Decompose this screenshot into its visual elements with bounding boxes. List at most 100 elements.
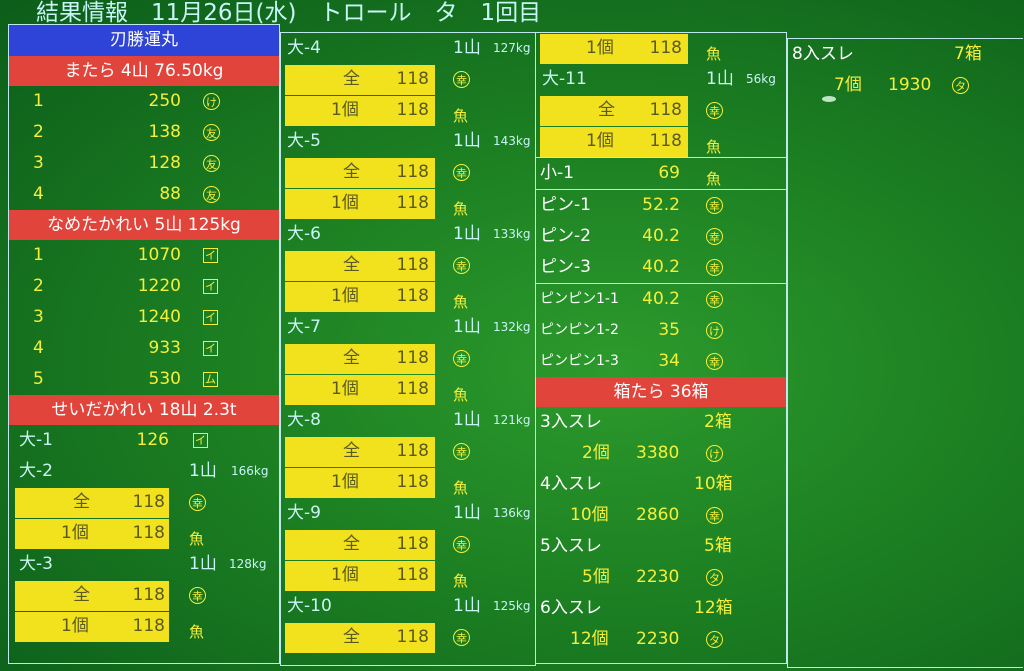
buyer-mark-icon: イ (203, 310, 218, 325)
lot-yama: 1山 (453, 224, 481, 244)
list-item: 全 118 幸 (281, 64, 535, 95)
price-value: 118 (396, 286, 429, 306)
column-4: 8入スレ 7箱 7個 1930 タ (787, 38, 1023, 668)
buyer-mark-icon: 幸 (453, 257, 470, 274)
lot-yama: 1山 (453, 317, 481, 337)
lot-weight: 136kg (493, 506, 531, 520)
price-value: 118 (132, 585, 165, 605)
lot-header: 大-7 1山 132kg (281, 312, 535, 343)
buyer-mark-icon: 幸 (706, 353, 723, 370)
buyer-mark-icon: 友 (203, 186, 220, 203)
list-item: 全 118 幸 (281, 157, 535, 188)
list-item: 2 1220 イ (9, 271, 279, 302)
price-value: 118 (396, 100, 429, 120)
row-value: 138 (148, 122, 181, 142)
row-number: 1 (33, 91, 44, 111)
price-highlight (285, 561, 435, 591)
buyer-mark-icon: け (706, 445, 723, 462)
page-title: 結果情報 11月26日(水) トロール タ 1回目 (36, 0, 542, 26)
lot-weight: 56kg (746, 72, 776, 86)
lot-header: 大-5 1山 143kg (281, 126, 535, 157)
row-number: 2 (33, 276, 44, 296)
price-value: 118 (396, 162, 429, 182)
price-label: 1個 (331, 472, 359, 492)
box-count: 12箱 (694, 598, 733, 618)
lot-weight: 166kg (231, 464, 269, 478)
buyer-mark-icon: 友 (203, 124, 220, 141)
list-item: 3 1240 イ (9, 302, 279, 333)
price-highlight (285, 375, 435, 405)
lot-weight: 128kg (229, 557, 267, 571)
lot-yama: 1山 (453, 596, 481, 616)
lot-name: ピン-2 (540, 226, 591, 246)
piece-count: 5個 (582, 567, 610, 587)
price-label: 1個 (331, 193, 359, 213)
price-value: 118 (396, 534, 429, 554)
row-number: 5 (33, 369, 44, 389)
row-value: 128 (148, 153, 181, 173)
buyer-mark-icon: 幸 (453, 536, 470, 553)
row-value: 35 (658, 320, 680, 340)
price-label: 全 (343, 534, 360, 554)
lot-name: ピン-3 (540, 257, 591, 277)
price-label: 1個 (331, 565, 359, 585)
price-label: 1個 (586, 131, 614, 151)
buyer-mark-icon: 幸 (706, 102, 723, 119)
price-value: 118 (649, 38, 682, 58)
list-item: 1個 118 魚 (9, 518, 279, 549)
box-count: 7箱 (954, 44, 982, 64)
buyer-mark-icon: タ (952, 77, 969, 94)
price-label: 1個 (61, 523, 89, 543)
screen-glare (822, 96, 836, 102)
price-value: 118 (132, 616, 165, 636)
piece-count: 12個 (570, 629, 609, 649)
price-highlight (15, 519, 169, 549)
fish-mark-icon: 魚 (706, 170, 722, 188)
list-item: 全 118 幸 (281, 529, 535, 560)
lot-yama: 1山 (189, 461, 217, 481)
price-value: 118 (396, 627, 429, 647)
buyer-mark-icon: け (203, 93, 220, 110)
buyer-mark-icon: 幸 (706, 259, 723, 276)
row-value: 933 (148, 338, 181, 358)
lot-header: 大-11 1山 56kg (536, 64, 786, 95)
section-header-nameta: なめたかれい 5山 125kg (9, 210, 279, 240)
price-label: 1個 (331, 100, 359, 120)
fish-mark-icon: 魚 (453, 200, 469, 218)
price-highlight (285, 437, 435, 467)
list-item: 1個 118 魚 (281, 560, 535, 591)
price-value: 118 (396, 565, 429, 585)
buyer-mark-icon: 幸 (453, 629, 470, 646)
box-lot-header: 3入スレ 2箱 (536, 407, 786, 438)
price-value: 2860 (636, 505, 680, 525)
list-item: 1 250 け (9, 86, 279, 117)
list-item: 1個 118 魚 (536, 33, 786, 64)
buyer-mark-icon: ム (203, 372, 218, 387)
piece-count: 2個 (582, 443, 610, 463)
lot-name: ピンピン1-1 (540, 291, 619, 307)
price-highlight (285, 282, 435, 312)
lot-name: 大-2 (19, 461, 53, 481)
lot-yama: 1山 (706, 69, 734, 89)
list-item: 1個 118 魚 (9, 611, 279, 642)
lot-header: 大-3 1山 128kg (9, 549, 279, 580)
price-value: 118 (396, 441, 429, 461)
list-item: 4 933 イ (9, 333, 279, 364)
lot-header: 大-6 1山 133kg (281, 219, 535, 250)
list-item: 1個 118 魚 (281, 95, 535, 126)
lot-name: 5入スレ (540, 536, 602, 556)
price-highlight (285, 530, 435, 560)
list-item: ピン-3 40.2 幸 (536, 252, 786, 283)
list-item: 小-1 69 魚 (536, 157, 786, 189)
lot-name: 大-1 (19, 430, 53, 450)
price-value: 2230 (636, 629, 680, 649)
lot-yama: 1山 (189, 554, 217, 574)
price-label: 全 (343, 348, 360, 368)
lot-name: 大-9 (287, 503, 321, 523)
lot-weight: 132kg (493, 320, 531, 334)
column-2: 大-4 1山 127kg 全 118 幸 1個 118 魚 大-5 1山 143… (280, 32, 536, 666)
column-1: 刃勝運丸 またら 4山 76.50kg 1 250 け 2 138 友 3 12… (8, 24, 280, 664)
price-value: 118 (396, 379, 429, 399)
price-label: 1個 (61, 616, 89, 636)
